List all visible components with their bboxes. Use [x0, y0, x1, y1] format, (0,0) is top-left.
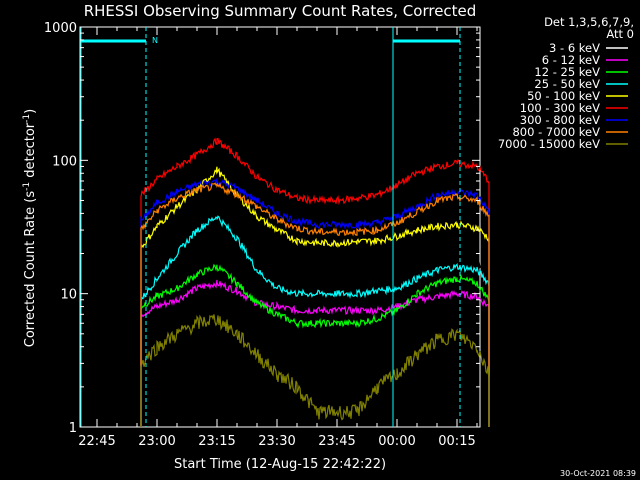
legend-header-line2: Att 0 — [606, 27, 634, 41]
series-line — [140, 279, 490, 427]
x-tick-label: 23:15 — [198, 434, 235, 449]
y-axis-label-main: Corrected Count Rate (s — [23, 191, 38, 348]
x-axis-ticks: 22:45 23:00 23:15 23:30 23:45 00:00 00:15 — [78, 27, 478, 449]
series-line — [140, 182, 490, 427]
legend-entry-label: 7000 - 15000 keV — [498, 137, 600, 151]
plot-frame — [79, 26, 481, 428]
y-axis-ticks: 1 10 100 1000 — [44, 21, 480, 436]
x-tick-label: 23:30 — [258, 434, 295, 449]
x-tick-label: 00:00 — [378, 434, 415, 449]
y-axis-label-sup1: -1 — [22, 182, 32, 191]
legend-entry-label: 300 - 800 keV — [520, 113, 600, 127]
y-axis-label-end: ) — [23, 109, 38, 114]
series-line — [140, 314, 490, 427]
y-axis-label: Corrected Count Rate (s-1 detector-1) — [22, 109, 38, 347]
x-axis-label: Start Time (12-Aug-15 22:42:22) — [174, 457, 386, 472]
y-axis-label-sup2: -1 — [22, 114, 32, 123]
series-line — [140, 137, 490, 427]
y-tick-label: 1000 — [44, 21, 77, 36]
x-tick-label: 23:45 — [318, 434, 355, 449]
legend-entry-label: 6 - 12 keV — [542, 53, 600, 67]
x-tick-label: 00:15 — [438, 434, 475, 449]
chart-title: RHESSI Observing Summary Count Rates, Co… — [84, 2, 477, 20]
series-line — [140, 263, 490, 427]
y-tick-label: 10 — [60, 288, 77, 303]
flag-layer: N — [80, 27, 461, 427]
flag-label: N — [152, 36, 158, 45]
series-layer — [140, 137, 490, 427]
legend-entry-label: 100 - 300 keV — [520, 101, 600, 115]
legend-header-line1: Det 1,3,5,6,7,9, — [544, 15, 634, 29]
legend-entry-label: 3 - 6 keV — [549, 41, 600, 55]
legend-entry-label: 800 - 7000 keV — [512, 125, 600, 139]
legend-entry-label: 25 - 50 keV — [534, 77, 600, 91]
x-tick-label: 23:00 — [138, 434, 175, 449]
legend-entry-label: 12 - 25 keV — [534, 65, 600, 79]
series-line — [140, 257, 490, 427]
y-axis-label-mid: detector — [23, 122, 38, 182]
plot-border — [79, 26, 481, 428]
y-tick-label: 100 — [52, 154, 77, 169]
x-tick-label: 22:45 — [78, 434, 115, 449]
footer-timestamp: 30-Oct-2021 08:39 — [560, 469, 636, 478]
series-line — [140, 215, 490, 427]
y-tick-label: 1 — [69, 421, 77, 436]
legend-entry-label: 50 - 100 keV — [527, 89, 600, 103]
series-line — [140, 178, 490, 427]
